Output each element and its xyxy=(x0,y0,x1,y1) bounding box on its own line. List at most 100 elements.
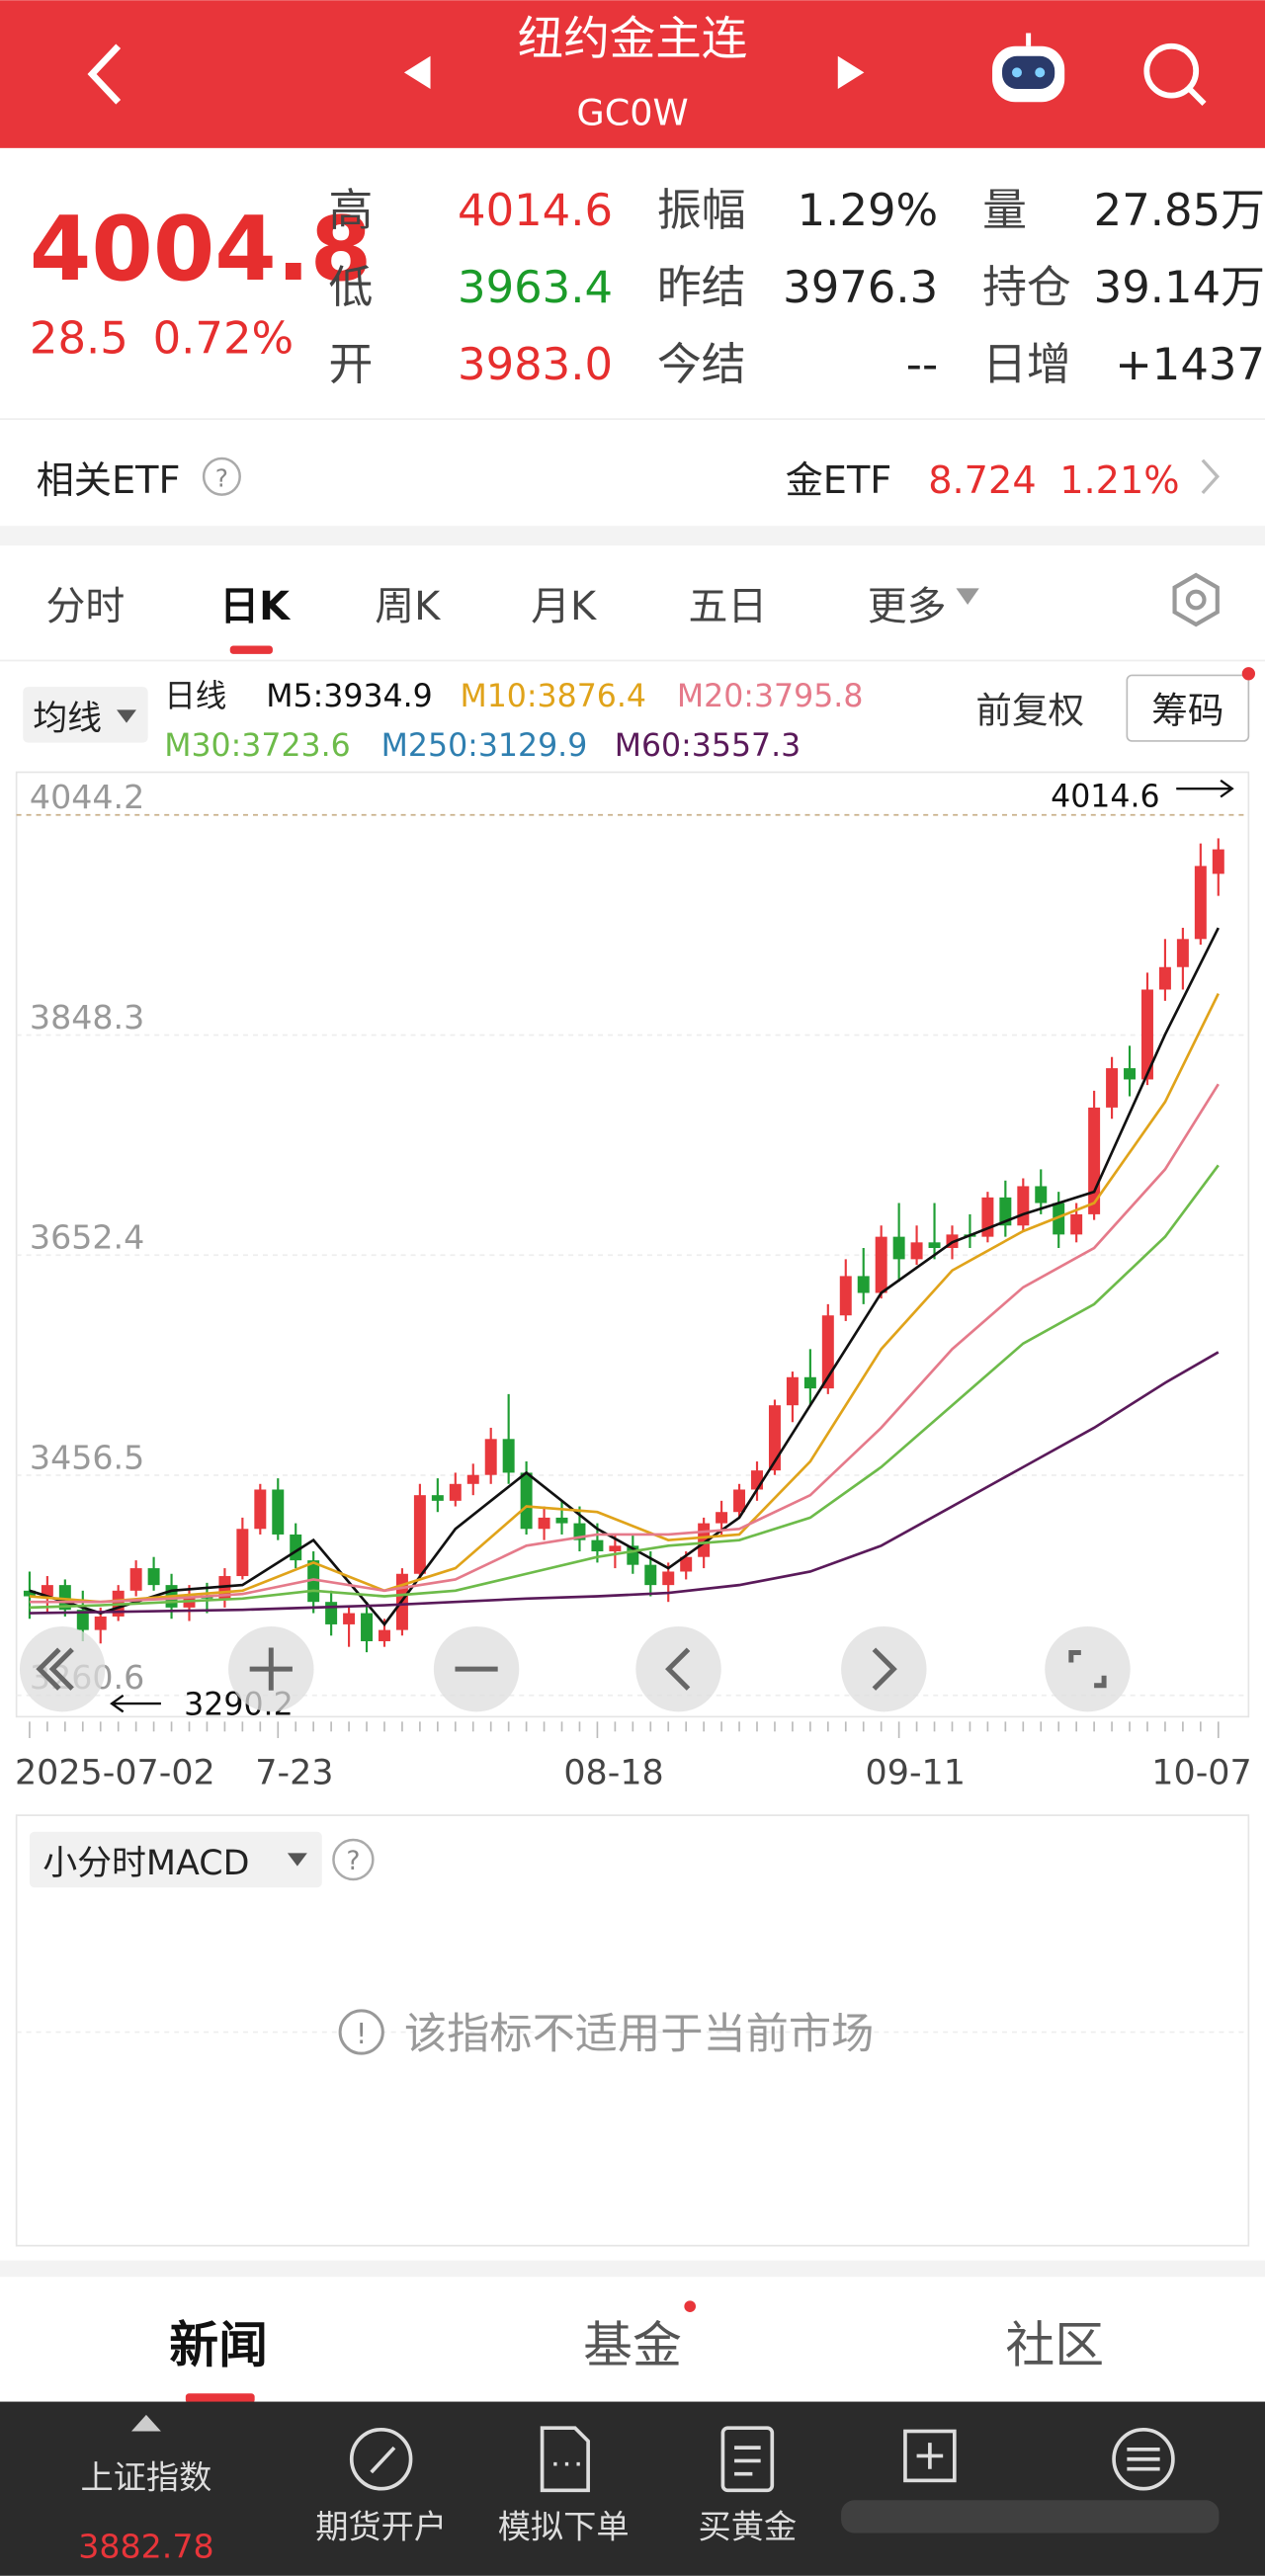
candle-body xyxy=(803,1376,816,1389)
candle-body xyxy=(573,1523,586,1540)
candle-body xyxy=(1176,939,1189,967)
candle-body xyxy=(147,1568,160,1586)
candle-body xyxy=(981,1197,994,1237)
candle-body xyxy=(1070,1213,1083,1235)
candle-body xyxy=(41,1585,53,1597)
news-tab[interactable]: 基金 xyxy=(583,2317,682,2374)
back-button[interactable] xyxy=(87,43,122,105)
y-tick-label: 3848.3 xyxy=(30,998,144,1037)
candle-body xyxy=(272,1489,285,1535)
bottom-item[interactable]: 买黄金 xyxy=(699,2508,798,2546)
last-price: 4004.8 xyxy=(30,199,372,301)
etf-arrow[interactable] xyxy=(1201,458,1221,495)
quote-value: 3976.3 xyxy=(783,261,938,313)
legend-entry: M10:3876.4 xyxy=(460,679,646,714)
bottom-icons xyxy=(349,2426,1175,2493)
candle-body xyxy=(928,1242,941,1249)
prev-button[interactable] xyxy=(403,55,431,89)
candle-body xyxy=(502,1439,515,1473)
candle-body xyxy=(1106,1068,1119,1108)
x-tick-label: 08-18 xyxy=(563,1754,663,1793)
candle-body xyxy=(875,1236,887,1293)
candle-body xyxy=(999,1197,1012,1226)
candle-body xyxy=(609,1545,622,1552)
robot-icon[interactable] xyxy=(992,33,1065,103)
candle-body xyxy=(555,1517,568,1524)
candle-body xyxy=(58,1585,71,1611)
candle-body xyxy=(76,1610,89,1630)
tab[interactable]: 分时 xyxy=(46,584,126,629)
quote-label: 开 xyxy=(328,338,373,390)
info-icon: ! xyxy=(338,2009,384,2055)
tab[interactable]: 日K xyxy=(219,584,292,629)
macd-message: 该指标不适用于当前市场 xyxy=(404,2010,874,2059)
candle-body xyxy=(786,1376,799,1406)
quote-value: 3983.0 xyxy=(458,338,613,390)
chips-label: 筹码 xyxy=(1151,690,1223,732)
change-pct: 0.72% xyxy=(153,312,295,365)
candle-body xyxy=(1017,1186,1030,1226)
fullscreen[interactable] xyxy=(1045,1625,1131,1712)
svg-text:?: ? xyxy=(215,463,228,492)
candle-body xyxy=(1124,1068,1137,1080)
scroll-left[interactable] xyxy=(635,1625,721,1712)
scroll-start[interactable] xyxy=(19,1625,106,1712)
etf-label: 相关ETF xyxy=(37,459,181,503)
quote-label: 低 xyxy=(328,261,373,313)
candle-body xyxy=(1194,866,1207,940)
index-name[interactable]: 上证指数 xyxy=(80,2458,211,2497)
search-icon[interactable] xyxy=(1143,42,1207,107)
line-label: 日线 xyxy=(164,679,226,714)
macd-help[interactable]: ? xyxy=(332,1838,375,1881)
help-icon[interactable]: ? xyxy=(202,457,241,496)
tab-underline xyxy=(229,645,273,654)
scroll-right[interactable] xyxy=(841,1625,927,1712)
etf-price: 8.724 xyxy=(928,459,1036,503)
candle-body xyxy=(413,1495,426,1574)
y-tick-label: 3652.4 xyxy=(30,1218,144,1257)
macd-selector[interactable] xyxy=(29,1831,322,1888)
x-tick-label: 10-07 xyxy=(1151,1754,1251,1793)
news-tab[interactable]: 社区 xyxy=(1005,2317,1104,2374)
ma-selector-label: 均线 xyxy=(33,699,102,738)
candle-body xyxy=(449,1483,462,1501)
tab[interactable]: 五日 xyxy=(689,584,768,629)
tab[interactable]: 周K xyxy=(375,584,441,629)
adjust[interactable]: 前复权 xyxy=(975,690,1084,732)
settings-icon[interactable] xyxy=(1172,572,1220,627)
ma-selector[interactable] xyxy=(23,687,148,743)
ma-line xyxy=(29,992,1220,1604)
tab[interactable]: 月K xyxy=(531,584,597,629)
ma-line xyxy=(29,1164,1220,1610)
next-button[interactable] xyxy=(837,55,865,89)
candle-body xyxy=(1088,1107,1101,1214)
candle-body xyxy=(839,1276,852,1316)
candle-body xyxy=(254,1489,267,1530)
y-tick-label: 4044.2 xyxy=(30,778,144,816)
etf-name[interactable]: 金ETF xyxy=(786,459,892,503)
chips-button[interactable] xyxy=(1126,674,1250,742)
high-label: 4014.6 xyxy=(1051,779,1160,814)
candle-body xyxy=(236,1529,249,1577)
candle-body xyxy=(716,1512,728,1524)
legend-entry: M60:3557.3 xyxy=(615,728,801,764)
candle-body xyxy=(129,1568,142,1591)
quote-value: 39.14万 xyxy=(1094,261,1265,313)
candle-body xyxy=(94,1616,107,1630)
candle-body xyxy=(1158,966,1171,990)
candle-body xyxy=(591,1539,604,1552)
legend-entry: M30:3723.6 xyxy=(164,728,351,764)
bottom-item[interactable]: 期货开户 xyxy=(315,2508,447,2546)
candle-body xyxy=(431,1495,444,1501)
candle-body xyxy=(23,1590,36,1597)
quote-label: 持仓 xyxy=(982,261,1071,313)
news-underline xyxy=(185,2393,255,2404)
candle-body xyxy=(627,1545,639,1565)
candle-body xyxy=(857,1276,870,1293)
news-tab[interactable]: 新闻 xyxy=(169,2317,268,2374)
etf-pct: 1.21% xyxy=(1059,459,1179,503)
bottom-bar xyxy=(0,2401,1265,2576)
tab[interactable]: 更多 xyxy=(868,584,947,629)
bottom-item[interactable]: 模拟下单 xyxy=(498,2508,630,2546)
